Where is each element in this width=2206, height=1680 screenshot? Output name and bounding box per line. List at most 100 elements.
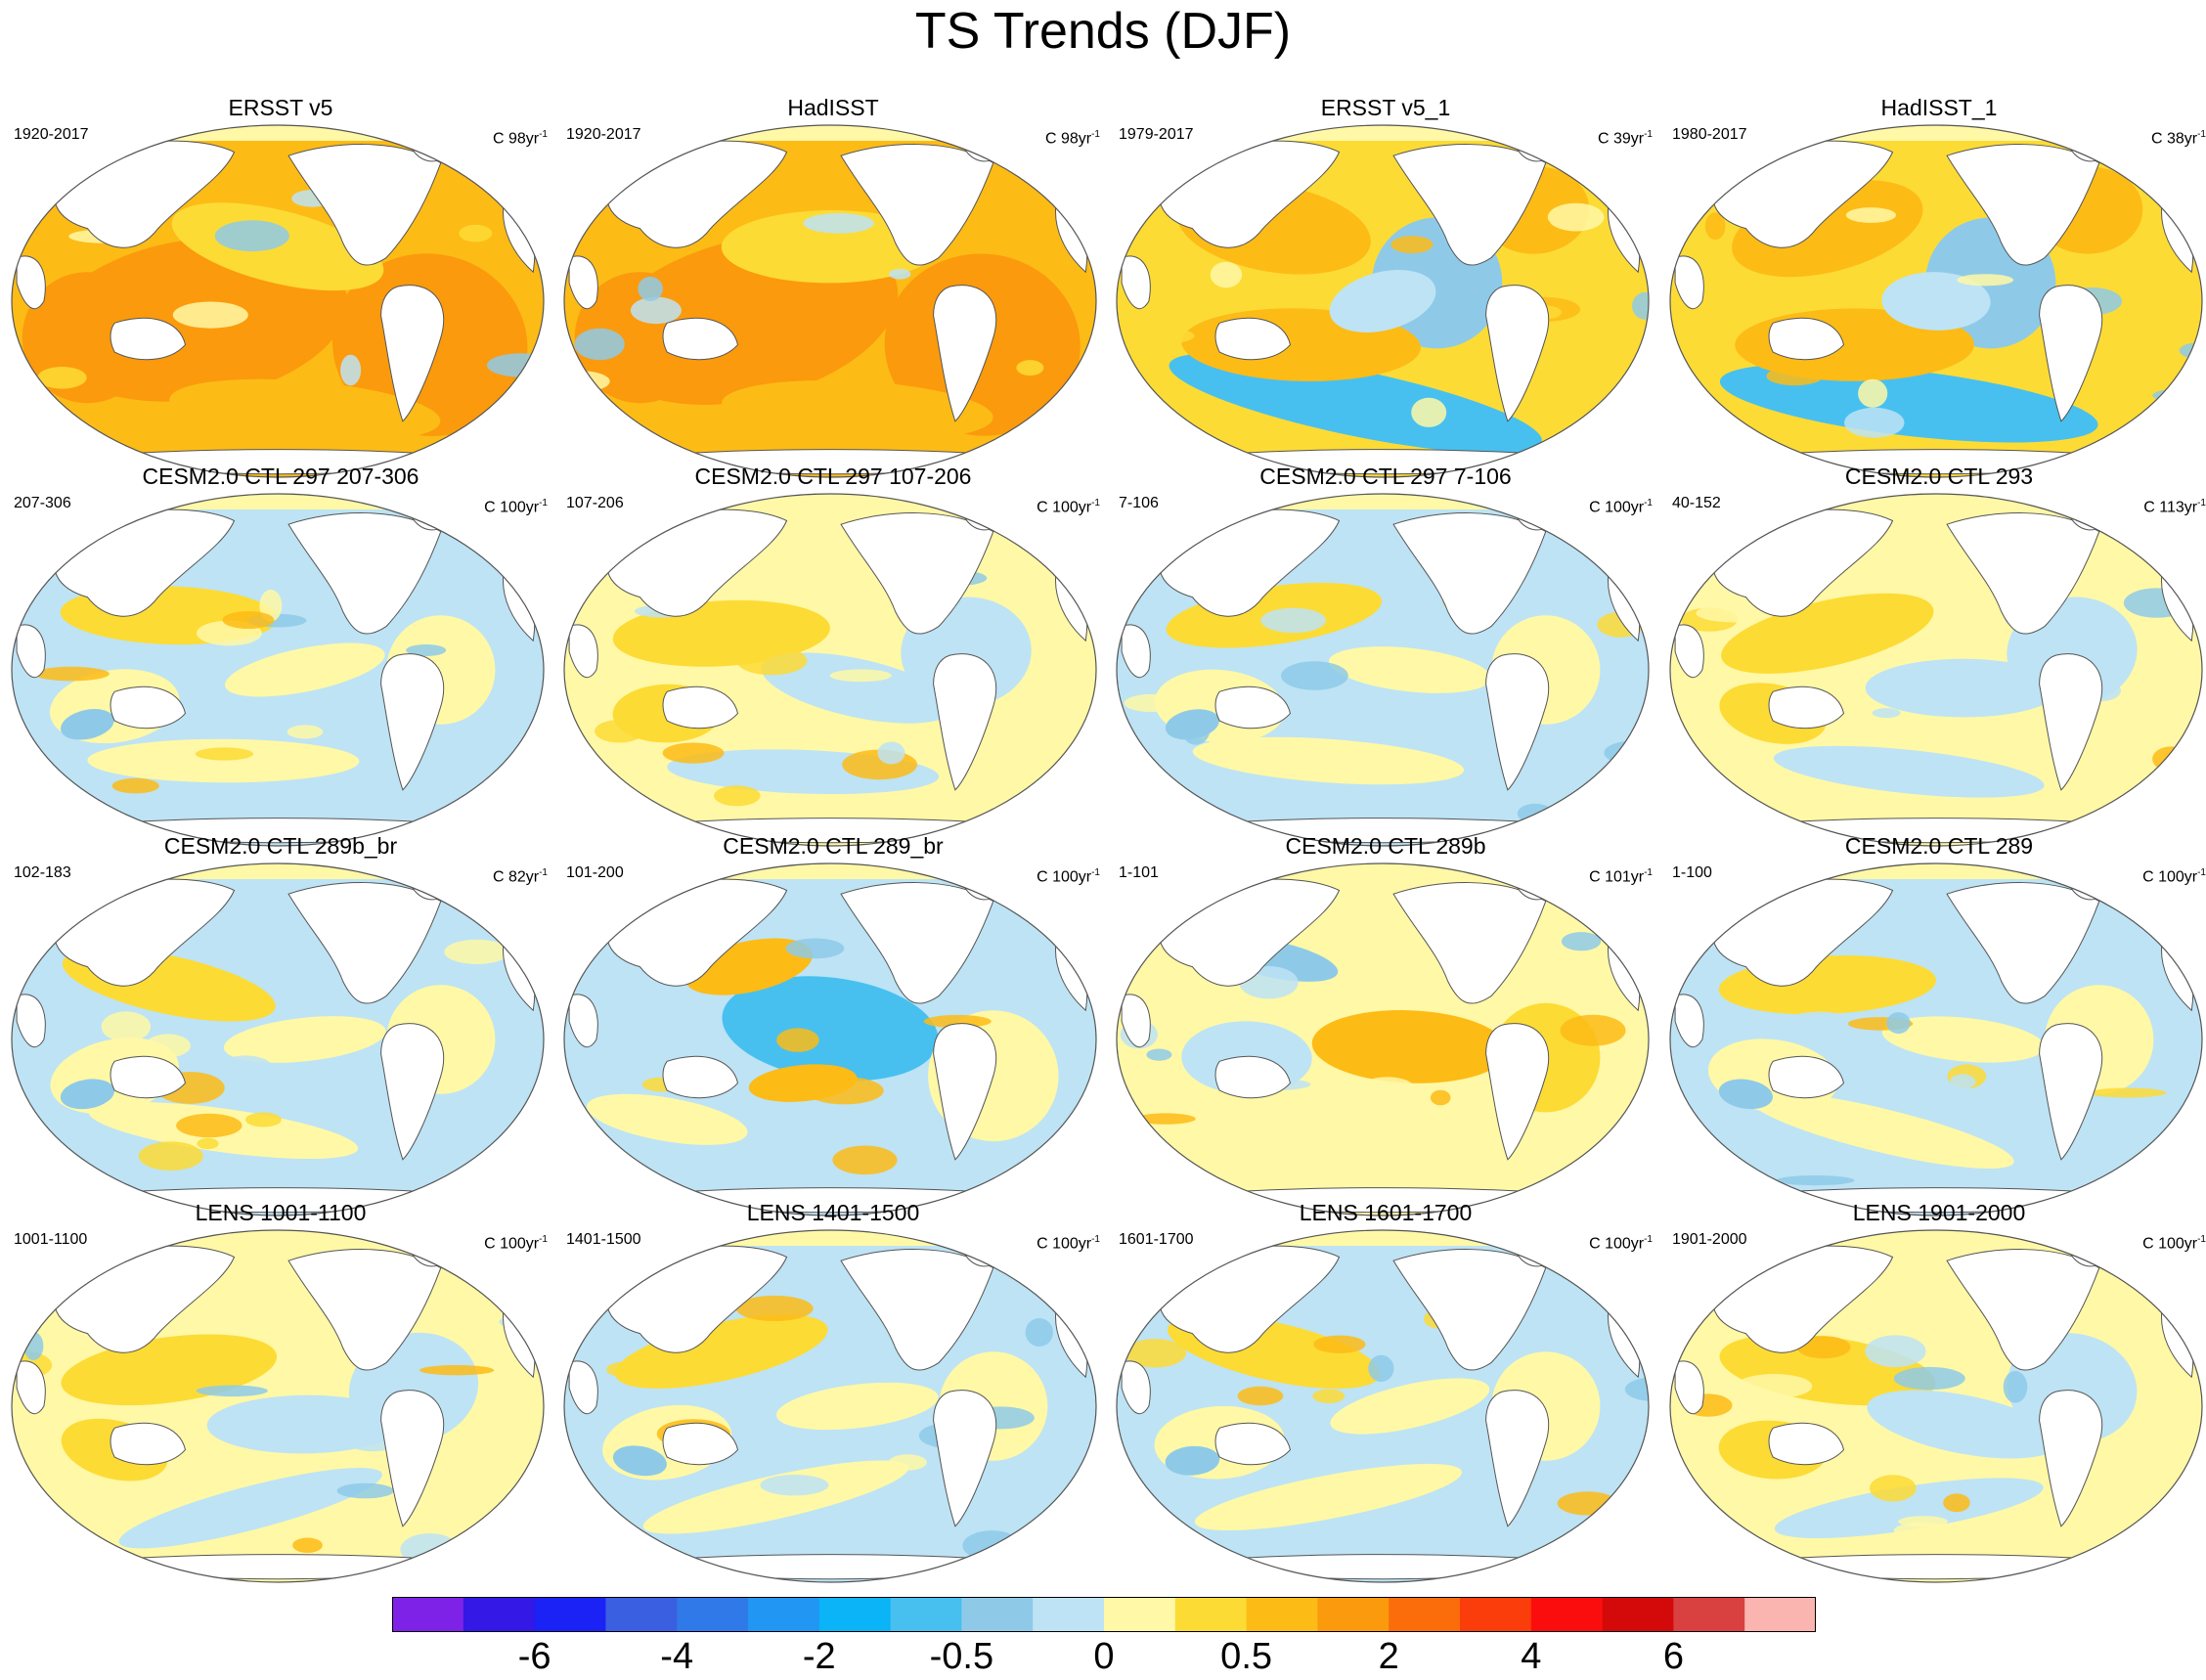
panel-period: 7-106 bbox=[1119, 494, 1159, 513]
panel-period: 101-200 bbox=[566, 863, 624, 883]
anomaly-patch bbox=[326, 387, 366, 405]
land-mass bbox=[1176, 1555, 1590, 1579]
trend-map bbox=[6, 119, 550, 483]
panel-period: 1920-2017 bbox=[14, 125, 89, 145]
scale-exponent: -1 bbox=[1644, 498, 1653, 508]
anomaly-patch bbox=[806, 1077, 884, 1104]
anomaly-patch bbox=[889, 269, 910, 280]
colorbar-segment bbox=[1175, 1597, 1247, 1632]
panel-scale: C 39yr-1 bbox=[1598, 125, 1653, 149]
land-mass bbox=[1730, 1555, 2143, 1579]
anomaly-patch bbox=[2089, 1088, 2166, 1098]
colorbar-tick-label: -0.5 bbox=[930, 1635, 993, 1678]
scale-exponent: -1 bbox=[1644, 867, 1653, 878]
panel-period: 1001-1100 bbox=[14, 1230, 87, 1250]
scale-exponent: -1 bbox=[2197, 129, 2206, 140]
anomaly-patch bbox=[2174, 1168, 2206, 1183]
scale-value: 100yr bbox=[1605, 1235, 1644, 1252]
anomaly-patch bbox=[1846, 207, 1896, 223]
panel-period: 1920-2017 bbox=[566, 125, 641, 145]
anomaly-patch bbox=[1957, 274, 2013, 286]
colorbar-segment bbox=[1104, 1597, 1175, 1632]
colorbar-tick-label: 6 bbox=[1663, 1635, 1684, 1678]
scale-value: 82yr bbox=[508, 868, 539, 885]
anomaly-patch bbox=[222, 611, 274, 629]
panel-scale: C 100yr-1 bbox=[1589, 1230, 1653, 1254]
panel-title: LENS 1901-2000 bbox=[1664, 1199, 2206, 1226]
trend-map bbox=[6, 1224, 550, 1588]
trend-map bbox=[1111, 488, 1654, 852]
anomaly-patch bbox=[218, 1055, 273, 1081]
anomaly-patch bbox=[2172, 748, 2206, 774]
colorbar-segment bbox=[605, 1597, 677, 1632]
trend-map bbox=[558, 488, 1102, 852]
scale-prefix: C bbox=[1589, 1235, 1605, 1252]
scale-prefix: C bbox=[1598, 130, 1613, 147]
panel-period: 207-306 bbox=[14, 494, 71, 513]
anomaly-patch bbox=[1230, 653, 1286, 664]
colorbar-segment bbox=[677, 1597, 748, 1632]
anomaly-patch bbox=[1125, 694, 1177, 712]
scale-value: 100yr bbox=[2158, 868, 2197, 885]
trend-map bbox=[1664, 1224, 2206, 1588]
panel-title: CESM2.0 CTL 289b_br bbox=[6, 832, 555, 860]
anomaly-patch bbox=[803, 213, 873, 234]
anomaly-patch bbox=[282, 271, 346, 282]
anomaly-patch bbox=[1238, 1387, 1284, 1405]
scale-prefix: C bbox=[1037, 1235, 1052, 1252]
arctic-band bbox=[6, 1224, 550, 1246]
panel-scale: C 113yr-1 bbox=[2143, 494, 2206, 517]
scale-exponent: -1 bbox=[1091, 129, 1100, 140]
anomaly-patch bbox=[1870, 1475, 1917, 1501]
colorbar-segment bbox=[961, 1597, 1033, 1632]
anomaly-patch bbox=[215, 220, 289, 251]
scale-value: 39yr bbox=[1613, 130, 1644, 147]
scale-value: 100yr bbox=[500, 499, 539, 515]
anomaly-patch bbox=[1736, 1374, 1812, 1398]
panel-period: 1401-1500 bbox=[566, 1230, 641, 1250]
scale-exponent: -1 bbox=[1091, 1234, 1100, 1245]
anomaly-patch bbox=[245, 1113, 282, 1127]
panel-period: 1-101 bbox=[1119, 863, 1159, 883]
scale-prefix: C bbox=[484, 1235, 500, 1252]
scale-value: 100yr bbox=[1052, 499, 1091, 515]
anomaly-patch bbox=[292, 1538, 323, 1553]
panel-title: CESM2.0 CTL 289_br bbox=[558, 832, 1108, 860]
scale-value: 100yr bbox=[1605, 499, 1644, 515]
panel-title: HadISST bbox=[558, 94, 1108, 121]
panel-period: 1601-1700 bbox=[1119, 1230, 1194, 1250]
colorbar-segment bbox=[463, 1597, 535, 1632]
panel-title: ERSST v5_1 bbox=[1111, 94, 1660, 121]
colorbar-segment bbox=[1603, 1597, 1674, 1632]
panel-title: CESM2.0 CTL 289 bbox=[1664, 832, 2206, 860]
anomaly-patch bbox=[1026, 1318, 1053, 1347]
anomaly-patch bbox=[2004, 1371, 2028, 1403]
anomaly-patch bbox=[1894, 1523, 1951, 1539]
anomaly-patch bbox=[197, 1138, 218, 1149]
scale-prefix: C bbox=[493, 868, 508, 885]
anomaly-patch bbox=[240, 574, 262, 594]
panel-scale: C 100yr-1 bbox=[1037, 494, 1100, 517]
scale-prefix: C bbox=[1589, 499, 1605, 515]
panel-scale: C 100yr-1 bbox=[2142, 863, 2206, 887]
scale-value: 100yr bbox=[1052, 868, 1091, 885]
colorbar-tick-label: 4 bbox=[1521, 1635, 1541, 1678]
anomaly-patch bbox=[1312, 1390, 1345, 1403]
panel-scale: C 100yr-1 bbox=[484, 1230, 548, 1254]
scale-exponent: -1 bbox=[2197, 867, 2206, 878]
scale-prefix: C bbox=[2142, 868, 2158, 885]
scale-value: 38yr bbox=[2167, 130, 2197, 147]
anomaly-patch bbox=[638, 277, 663, 301]
panel-period: 1979-2017 bbox=[1119, 125, 1194, 145]
trend-map bbox=[558, 858, 1102, 1221]
scale-value: 98yr bbox=[1061, 130, 1091, 147]
anomaly-patch bbox=[340, 355, 361, 386]
anomaly-patch bbox=[1548, 203, 1605, 232]
